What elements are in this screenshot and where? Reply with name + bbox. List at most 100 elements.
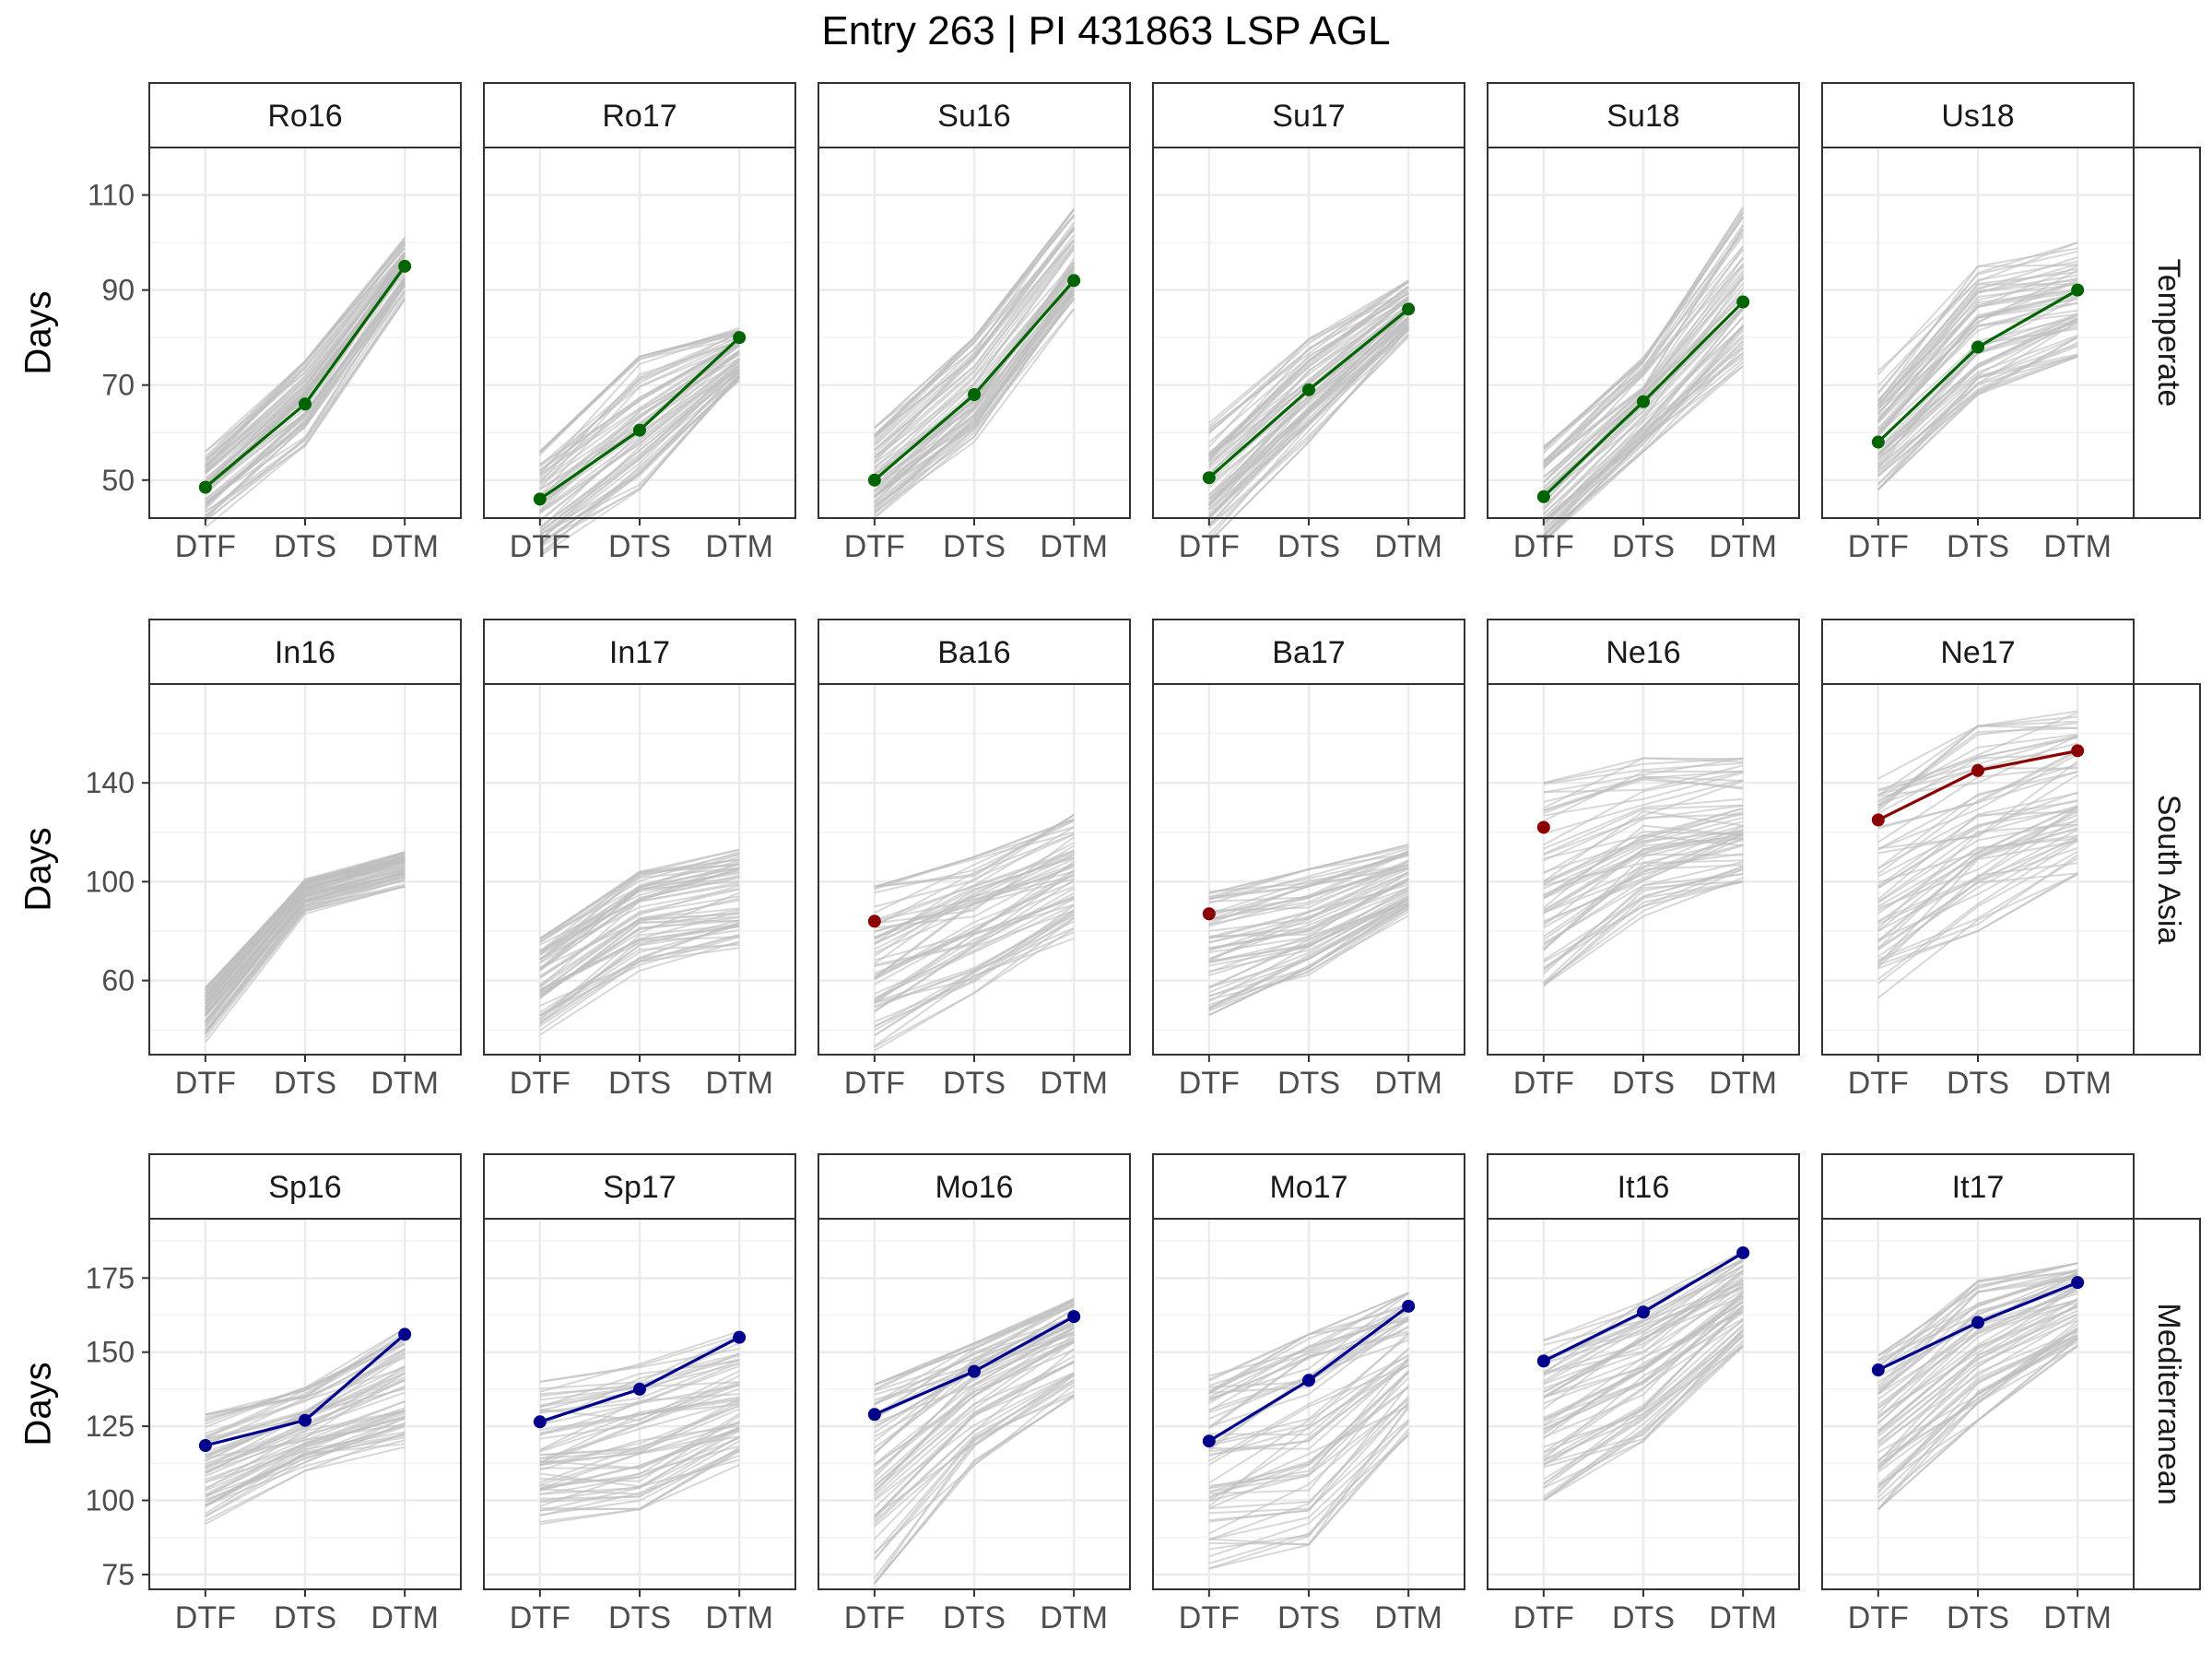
background-accession-line (874, 1361, 1075, 1517)
y-tick-label: 50 (101, 464, 135, 497)
background-accession-line (1543, 761, 1744, 785)
background-accession-line (1877, 840, 2078, 980)
background-accession-line (1208, 1419, 1409, 1515)
background-accession-line (539, 921, 740, 1023)
background-accession-line (874, 853, 1075, 965)
row-strip-label: Mediterranean (2151, 1303, 2186, 1505)
background-accession-line (205, 240, 406, 453)
background-accession-line (539, 867, 740, 955)
facet-label: Mo16 (935, 1170, 1013, 1205)
background-accession-line (874, 281, 1075, 502)
background-accession-line (1877, 857, 2078, 961)
facet-label: In17 (609, 635, 670, 670)
background-accession-line (1208, 1303, 1409, 1395)
background-accession-line (1208, 322, 1409, 519)
background-accession-line (1543, 868, 1744, 985)
background-accession-line (874, 1372, 1075, 1502)
background-accession-line (539, 1414, 740, 1482)
background-accession-line (1208, 280, 1409, 434)
background-accession-line (1208, 1292, 1409, 1399)
background-accession-line (539, 357, 740, 499)
background-accession-line (1877, 1272, 2078, 1362)
background-accession-line (205, 254, 406, 472)
background-accession-line (205, 1335, 406, 1421)
background-accession-line (1877, 808, 2078, 909)
background-accession-line (874, 308, 1075, 513)
background-accession-line (1208, 1420, 1409, 1570)
background-accession-line (205, 243, 406, 466)
background-accession-line (539, 1422, 740, 1484)
background-accession-line (1543, 334, 1744, 526)
facet-label: Us18 (1941, 99, 2014, 134)
x-tick-label: DTF (844, 1066, 905, 1101)
background-accession-line (1208, 910, 1409, 1001)
background-accession-line (1543, 229, 1745, 465)
background-accession-line (1543, 245, 1744, 464)
facet-label: Mo17 (1269, 1170, 1347, 1205)
background-accession-line (1877, 792, 2078, 901)
facet-label: Su17 (1272, 99, 1345, 134)
background-accession-line (1208, 851, 1409, 915)
x-tick-label: DTS (608, 529, 671, 564)
background-accession-line (539, 1334, 740, 1383)
background-accession-line (205, 857, 406, 998)
background-accession-line (1543, 797, 1744, 850)
background-accession-line (539, 336, 740, 490)
background-accession-line (1877, 278, 2078, 409)
entry-data-point (299, 397, 312, 411)
facet-strip (818, 82, 1131, 148)
x-tick-label: DTF (175, 529, 236, 564)
background-accession-line (1543, 771, 1744, 846)
background-accession-line (539, 341, 740, 471)
facet-label: Sp16 (268, 1170, 341, 1205)
x-tick-label: DTS (943, 1600, 1006, 1635)
facet-strip (1821, 1153, 2135, 1220)
entry-data-point (2071, 1276, 2085, 1290)
background-accession-line (1543, 301, 1744, 490)
background-accession-line (1208, 304, 1409, 477)
background-accession-line (539, 374, 740, 557)
background-accession-line (874, 851, 1075, 940)
background-accession-line (1208, 898, 1409, 973)
background-accession-line (1877, 1314, 2078, 1463)
x-tick-label: DTS (274, 529, 336, 564)
background-accession-line (1877, 242, 2078, 372)
background-accession-line (874, 896, 1075, 974)
x-tick-label: DTF (1179, 1600, 1240, 1635)
background-accession-line (874, 836, 1075, 925)
entry-data-point (867, 473, 881, 487)
background-accession-line (205, 885, 406, 1044)
background-accession-line (1208, 1422, 1409, 1540)
x-tick-label: DTF (510, 529, 571, 564)
x-tick-label: DTS (1612, 1600, 1675, 1635)
entry-data-point (1736, 295, 1750, 309)
entry-data-point (198, 1439, 212, 1453)
background-accession-line (205, 855, 406, 1005)
background-accession-line (1208, 907, 1409, 1006)
background-accession-line (874, 297, 1075, 513)
background-accession-line (1543, 831, 1744, 886)
background-accession-line (1877, 873, 2078, 999)
background-accession-line (1208, 1401, 1409, 1510)
y-tick-label: 70 (101, 369, 135, 402)
background-accession-line (1543, 1304, 1744, 1466)
background-accession-line (205, 297, 406, 529)
background-accession-line (874, 870, 1075, 946)
background-accession-line (874, 1360, 1075, 1500)
background-accession-line (1877, 846, 2078, 963)
background-accession-line (539, 1463, 740, 1526)
background-accession-line (1877, 837, 2078, 926)
background-accession-line (1543, 804, 1744, 875)
x-tick-label: DTM (1040, 529, 1108, 564)
background-accession-line (1877, 289, 2078, 421)
background-accession-line (539, 338, 740, 466)
background-accession-line (205, 1387, 406, 1462)
entry-data-point (1736, 1245, 1750, 1259)
facet-label: Ba16 (937, 635, 1010, 670)
background-accession-line (874, 228, 1075, 436)
background-accession-line (205, 263, 406, 485)
background-accession-line (1543, 207, 1745, 448)
x-tick-label: DTS (1612, 529, 1675, 564)
background-accession-line (205, 1410, 406, 1478)
background-accession-line (205, 1436, 406, 1506)
